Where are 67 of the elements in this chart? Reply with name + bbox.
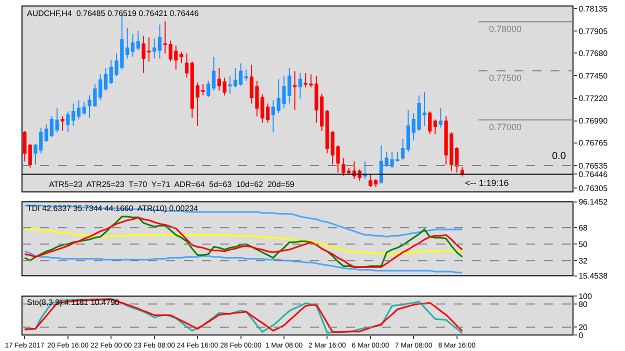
candlestick [76, 100, 81, 120]
candlestick [363, 160, 367, 180]
candlestick [72, 102, 76, 126]
y-tick-label: 68 [578, 223, 588, 232]
candlestick [292, 70, 297, 110]
y-tick-label: 0.77220 [578, 94, 608, 104]
y-tick-label: 0.77450 [578, 71, 608, 80]
candlestick [433, 119, 438, 134]
candlestick [347, 167, 351, 175]
y-tick-label: 100 [578, 292, 592, 301]
y-tick-label: 80 [578, 300, 588, 309]
candlestick [298, 72, 302, 100]
y-tick-label: 0.76446 [578, 170, 608, 180]
y-tick-label: 0.78135 [578, 4, 608, 14]
candlestick [55, 108, 59, 133]
candlestick [184, 53, 189, 78]
candlestick [104, 68, 108, 92]
candlestick [222, 77, 226, 96]
y-tick-label: 32 [578, 256, 588, 266]
ref-line-label: 0.78000 [489, 24, 522, 34]
y-tick-label: 0.76765 [578, 138, 608, 148]
candlestick [379, 144, 384, 184]
annotation: ATR5=23 ATR25=23 T=70 Y=71 ADR=64 5d=63 10d=62 20d=59 [49, 180, 295, 189]
candlestick [152, 38, 156, 59]
candlestick [44, 124, 48, 143]
candlestick [28, 143, 32, 168]
candlestick [217, 68, 221, 91]
candlestick [136, 30, 140, 51]
y-tick-label: 0 [578, 330, 584, 340]
ref-line-label: 0.77500 [489, 73, 522, 83]
candlestick [342, 158, 346, 176]
y-tick-label: 0.77680 [578, 48, 608, 58]
line-series [24, 228, 464, 255]
annotation: 0.0 [552, 151, 566, 162]
candlestick [130, 34, 135, 58]
candlestick [325, 109, 330, 154]
candlestick [66, 111, 70, 133]
line-series [24, 204, 464, 238]
candlestick [438, 108, 442, 128]
y-tick-label: 0.76305 [578, 184, 608, 193]
y-tick-label: 50 [578, 240, 588, 249]
candlestick [158, 24, 162, 59]
y-tick-label: 96.1452 [578, 198, 608, 207]
candlestick [212, 56, 216, 91]
candlestick [406, 109, 410, 152]
candlestick [320, 93, 324, 132]
annotation: <-- 1:19:16 [465, 178, 509, 188]
y-tick-label: 20 [578, 323, 588, 332]
candlestick [60, 116, 64, 132]
y-tick-label: 0.76990 [578, 116, 608, 126]
candlestick [271, 100, 276, 133]
candlestick [266, 102, 270, 124]
candlestick [82, 101, 86, 116]
annotation: AUDCHF,H4 0.76485 0.76519 0.76421 0.76446 [27, 9, 200, 18]
candlestick [206, 80, 210, 98]
candlestick [401, 138, 405, 160]
y-tick-label: 0.76535 [578, 161, 608, 170]
line-series [24, 250, 464, 274]
candlestick [352, 160, 356, 180]
candlestick [428, 111, 432, 134]
candlestick [50, 116, 54, 138]
candlestick [244, 69, 248, 82]
candlestick [22, 130, 27, 162]
ref-line-label: 0.77000 [489, 122, 522, 132]
y-tick-label: 0.77905 [578, 26, 608, 36]
y-tick-label: 15.4538 [578, 272, 608, 281]
candlestick [238, 62, 243, 86]
